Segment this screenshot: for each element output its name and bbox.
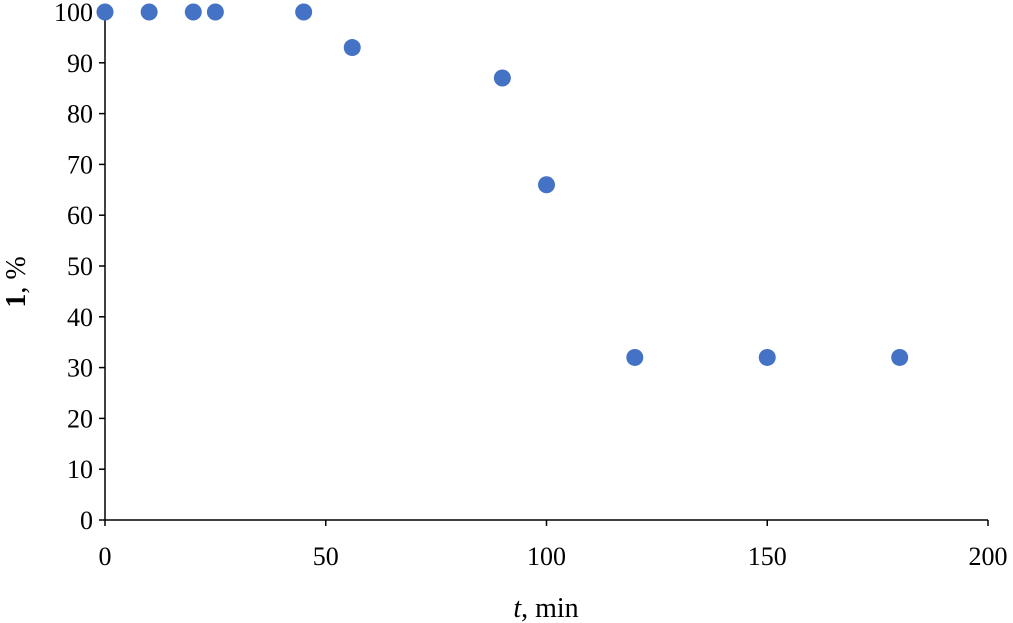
data-points: [96, 3, 909, 366]
y-tick-label: 30: [67, 354, 93, 383]
axes: [104, 12, 988, 521]
y-tick-label: 70: [67, 150, 93, 179]
x-axis-title: t, min: [513, 593, 578, 623]
y-tick-label: 40: [67, 303, 93, 332]
y-tick-label: 90: [67, 49, 93, 78]
x-tick-label: 150: [748, 542, 787, 571]
x-tick-label: 100: [527, 542, 566, 571]
data-point: [891, 348, 909, 366]
y-tick-label: 20: [67, 404, 93, 433]
data-point: [538, 176, 555, 194]
y-tick-label: 50: [67, 252, 93, 281]
data-point: [96, 3, 114, 21]
data-point: [295, 3, 313, 21]
data-point: [140, 3, 158, 21]
x-tick-label: 50: [313, 542, 339, 571]
x-tick-label: 0: [99, 542, 112, 571]
x-axis-title-variable: t: [513, 593, 522, 623]
data-point: [758, 348, 776, 366]
y-axis-title: 1, %: [1, 256, 32, 307]
data-point: [493, 69, 511, 87]
y-axis-title-unit: , %: [1, 256, 32, 293]
x-axis-title-unit: , min: [521, 593, 579, 623]
y-tick-label: 10: [67, 455, 93, 484]
data-point: [184, 3, 202, 21]
x-tick-label: 200: [969, 542, 1008, 571]
y-tick-label: 60: [67, 201, 93, 230]
data-point: [343, 39, 361, 57]
data-point: [626, 348, 644, 366]
y-tick-label: 100: [54, 0, 93, 27]
y-ticks: 0 10 20 30 40 50 60 70 80 90 100: [54, 0, 105, 535]
y-axis-title-compound: 1: [1, 294, 32, 308]
x-ticks: 0 50 100 150 200: [99, 520, 1008, 571]
data-point: [206, 3, 224, 21]
y-tick-label: 80: [67, 100, 93, 129]
y-tick-label: 0: [80, 506, 93, 535]
